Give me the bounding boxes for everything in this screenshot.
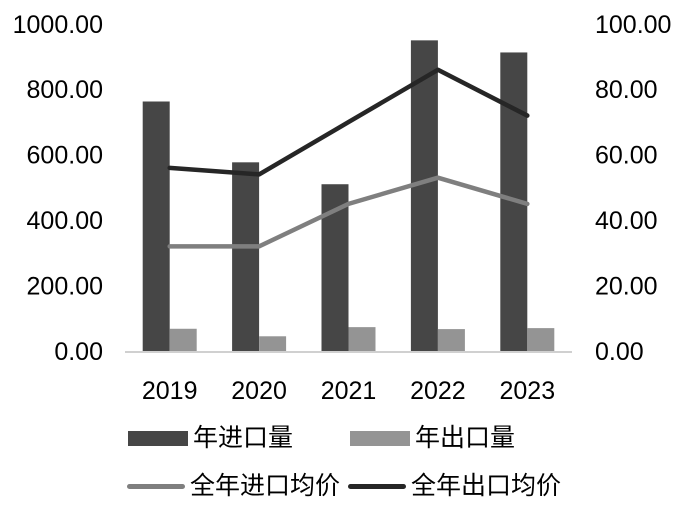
legend-item-import-avg-price: 全年进口均价: [127, 473, 340, 499]
left-axis-tick-label: 400.00: [27, 207, 103, 235]
export-volume-bar-2021: [348, 327, 376, 351]
import-volume-bar-2019: [142, 101, 170, 352]
export-volume-legend-label: 年出口量: [415, 423, 516, 452]
legend-item-import-volume: 年进口量: [128, 425, 293, 451]
export-volume-bar-2019: [169, 328, 197, 351]
x-axis-label-2022: 2022: [410, 377, 466, 405]
right-axis-tick-label: 20.00: [595, 272, 658, 300]
left-axis-tick-label: 600.00: [27, 142, 103, 170]
import-volume-swatch: [128, 430, 188, 446]
legend-item-export-volume: 年出口量: [350, 425, 515, 451]
export-volume-bar-2020: [259, 336, 287, 351]
export-volume-bar-2023: [527, 328, 555, 351]
x-axis-label-2021: 2021: [321, 377, 377, 405]
right-axis-tick-label: 60.00: [595, 142, 658, 170]
export-avg-price-line: [167, 67, 530, 177]
export-avg-price-legend-label: 全年出口均价: [411, 471, 562, 500]
left-axis-tick-label: 200.00: [27, 272, 103, 300]
x-axis-label-2023: 2023: [499, 377, 555, 405]
right-axis-tick-label: 0.00: [595, 338, 644, 366]
export-avg-price-swatch: [348, 483, 406, 489]
import-avg-price-line: [167, 175, 530, 249]
import-volume-bar-2020: [232, 162, 260, 351]
export-volume-bar-2022: [437, 329, 465, 351]
right-axis-tick-label: 100.00: [595, 11, 671, 39]
x-axis-label-2019: 2019: [142, 377, 198, 405]
import-volume-bar-2022: [410, 40, 438, 351]
import-avg-price-legend-label: 全年进口均价: [190, 471, 341, 500]
left-axis-tick-label: 1000.00: [13, 11, 103, 39]
x-axis-label-2020: 2020: [231, 377, 287, 405]
export-volume-swatch: [350, 430, 410, 446]
legend-item-export-avg-price: 全年出口均价: [348, 473, 561, 499]
left-axis-tick-label: 800.00: [27, 76, 103, 104]
right-axis-tick-label: 80.00: [595, 76, 658, 104]
left-axis-tick-label: 0.00: [54, 338, 103, 366]
import-avg-price-swatch: [127, 483, 185, 489]
import-volume-legend-label: 年进口量: [193, 423, 294, 452]
right-axis-tick-label: 40.00: [595, 207, 658, 235]
